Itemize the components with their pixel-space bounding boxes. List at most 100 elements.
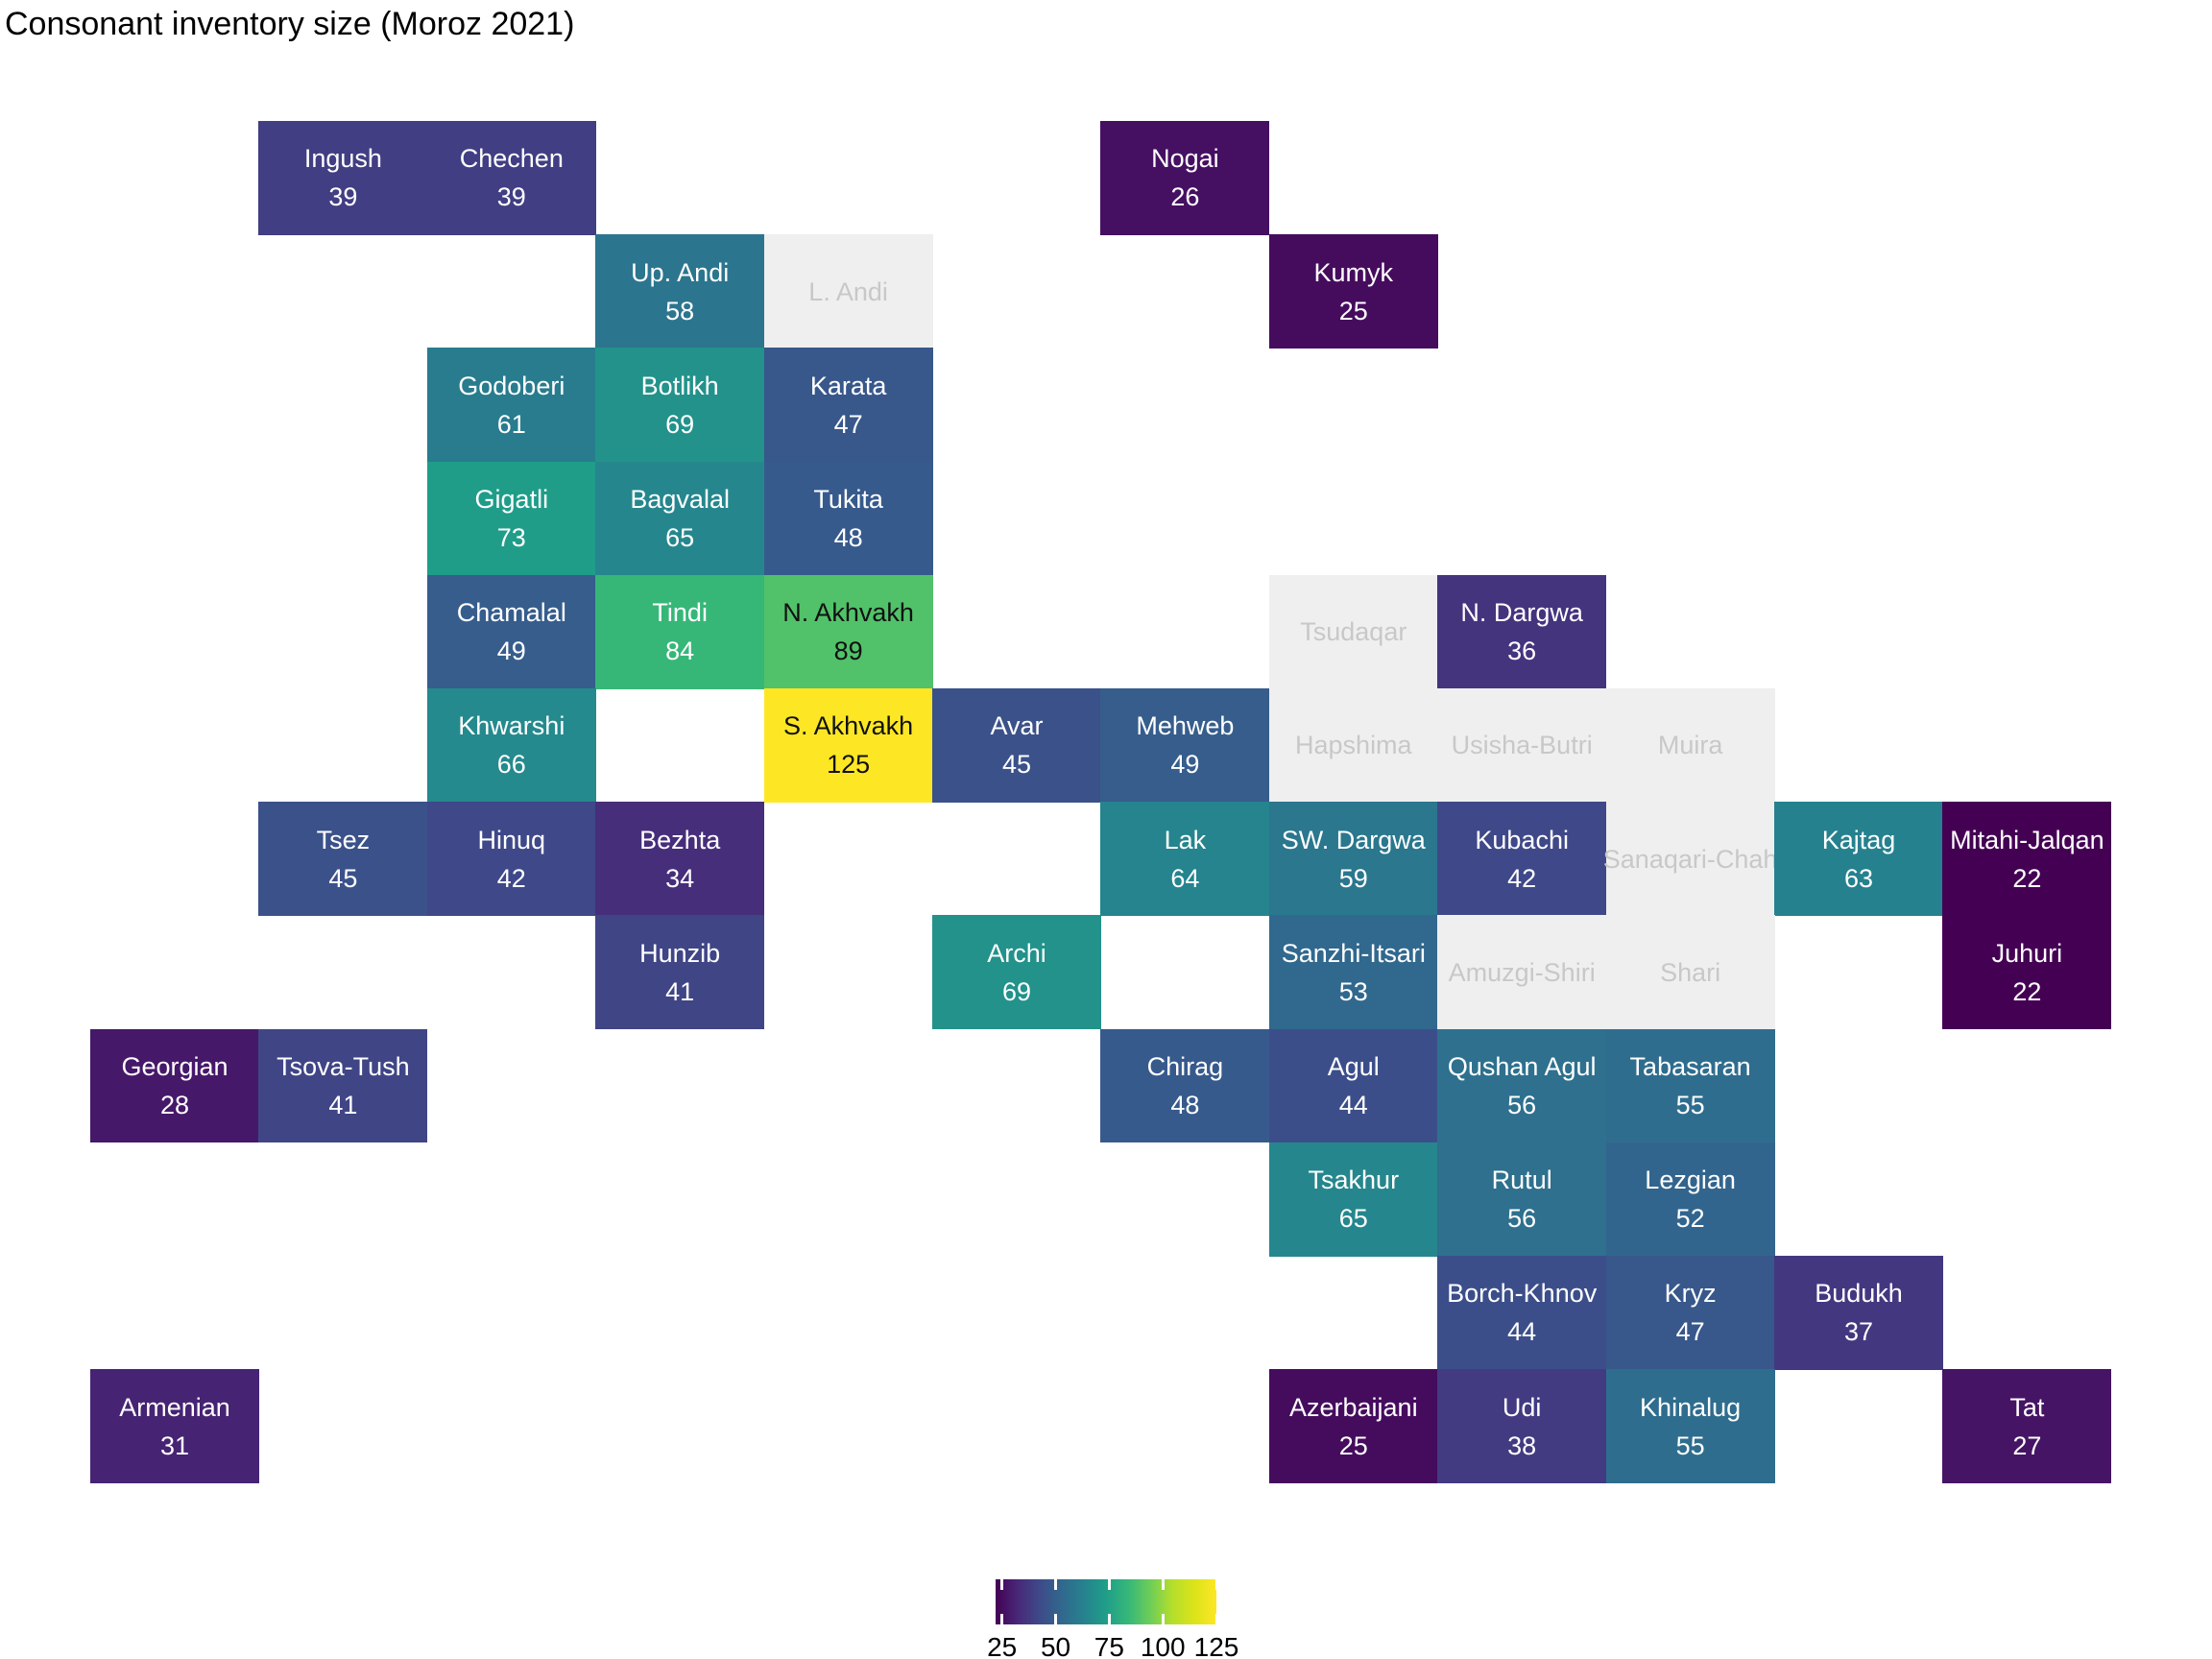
tile-language-label: Tsova-Tush [276,1051,410,1081]
tile-bagvalal: Bagvalal 65 [595,461,765,576]
tile-value-label: 39 [328,182,358,212]
tile-language-label: Lezgian [1645,1166,1736,1195]
legend-tick [1107,1614,1111,1624]
legend-tick [1214,1579,1218,1590]
legend-tick-label: 100 [1140,1632,1186,1659]
tile-value-label: 49 [1170,750,1200,780]
tile-language-label: Juhuri [1991,938,2063,968]
tile-language-label: N. Dargwa [1460,598,1583,628]
tile-lak: Lak 64 [1100,802,1270,916]
tile-value-label: 55 [1675,1090,1705,1119]
tile-language-label: Budukh [1815,1279,1903,1309]
tile-value-label: 61 [496,409,526,439]
tile-hinuq: Hinuq 42 [426,802,596,916]
tile-qushan-agul: Qushan Agul 56 [1437,1028,1607,1143]
tile-l-andi: L. Andi [763,234,933,349]
tile-usisha-butri: Usisha-Butri [1437,688,1607,803]
tile-archi: Archi 69 [932,915,1101,1030]
tile-language-label: Bagvalal [630,484,730,514]
tile-language-label: Gigatli [474,484,549,514]
tile-language-label: Avar [990,711,1044,741]
tile-value-label: 48 [1170,1090,1200,1119]
tile-value-label: 38 [1507,1431,1537,1460]
legend-tick-label: 75 [1094,1632,1124,1659]
tile-value-label: 41 [665,976,695,1006]
tile-botlikh: Botlikh 69 [595,348,765,463]
legend-tick-label: 25 [987,1632,1018,1659]
tile-value-label: 26 [1170,182,1200,212]
tile-language-label: Udi [1502,1392,1542,1422]
tile-azerbaijani: Azerbaijani 25 [1268,1369,1438,1483]
tile-s-akhvakh: S. Akhvakh 125 [763,688,933,803]
tile-value-label: 49 [496,637,526,666]
chart-title: Consonant inventory size (Moroz 2021) [5,6,575,42]
tile-amuzgi-shiri: Amuzgi-Shiri [1437,915,1607,1030]
tile-language-label: Amuzgi-Shiri [1448,957,1596,987]
tile-language-label: Hunzib [639,938,721,968]
tile-borch-khnov: Borch-Khnov 44 [1437,1256,1607,1370]
tile-language-label: Karata [809,371,887,400]
tile-kryz: Kryz 47 [1605,1256,1775,1370]
tile-value-label: 125 [827,750,871,780]
tile-language-label: Rutul [1491,1166,1552,1195]
tile-language-label: Nogai [1151,144,1219,174]
tile-value-label: 64 [1170,863,1200,893]
tile-value-label: 41 [328,1090,358,1119]
tile-value-label: 69 [1001,976,1032,1006]
tile-up-andi: Up. Andi 58 [595,234,765,349]
tile-agul: Agul 44 [1268,1028,1438,1143]
tile-value-label: 37 [1843,1317,1874,1347]
tile-lezgian: Lezgian 52 [1605,1142,1775,1257]
legend-tick-label: 50 [1040,1632,1071,1659]
tile-value-label: 25 [1338,296,1368,325]
tile-chirag: Chirag 48 [1100,1028,1270,1143]
tile-language-label: Tsakhur [1308,1166,1400,1195]
tile-value-label: 56 [1507,1204,1537,1234]
tile-georgian: Georgian 28 [90,1028,259,1143]
tile-value-label: 48 [833,522,863,552]
tile-language-label: Archi [987,938,1046,968]
tile-value-label: 47 [833,409,863,439]
tile-value-label: 42 [496,863,526,893]
tile-value-label: 22 [2012,863,2042,893]
tile-tsova-tush: Tsova-Tush 41 [258,1028,428,1143]
tile-language-label: Mitahi-Jalqan [1950,825,2104,854]
tile-tindi: Tindi 84 [595,574,765,689]
tile-rutul: Rutul 56 [1437,1142,1607,1257]
tile-language-label: Tukita [813,484,883,514]
tile-language-label: Hapshima [1295,731,1412,760]
tile-chamalal: Chamalal 49 [426,574,596,689]
tile-sanzhi-itsari: Sanzhi-Itsari 53 [1268,915,1438,1030]
tile-avar: Avar 45 [932,688,1101,803]
tile-value-label: 65 [1338,1204,1368,1234]
tile-n-dargwa: N. Dargwa 36 [1437,574,1607,689]
tile-language-label: N. Akhvakh [782,598,914,628]
tile-kubachi: Kubachi 42 [1437,802,1607,916]
legend-tick [1000,1614,1004,1624]
tile-language-label: Azerbaijani [1289,1392,1418,1422]
tile-language-label: Usisha-Butri [1451,731,1593,760]
tile-language-label: Chechen [459,144,564,174]
tile-value-label: 55 [1675,1431,1705,1460]
tile-mitahi-jalqan: Mitahi-Jalqan 22 [1942,802,2112,916]
tile-value-label: 47 [1675,1317,1705,1347]
tile-language-label: Shari [1660,957,1721,987]
tile-value-label: 31 [159,1431,190,1460]
tile-value-label: 28 [159,1090,190,1119]
tile-language-label: Kryz [1664,1279,1717,1309]
tile-language-label: Up. Andi [631,257,730,287]
tile-value-label: 25 [1338,1431,1368,1460]
tile-language-label: L. Andi [808,276,888,306]
legend-tick [1161,1579,1165,1590]
tile-value-label: 73 [496,522,526,552]
legend-tick [1107,1579,1111,1590]
tile-value-label: 44 [1338,1090,1368,1119]
tile-value-label: 39 [496,182,526,212]
tile-language-label: Tat [2009,1392,2045,1422]
tile-language-label: Agul [1327,1051,1380,1081]
tile-tsakhur: Tsakhur 65 [1268,1142,1438,1257]
tile-mehweb: Mehweb 49 [1100,688,1270,803]
tile-language-label: Qushan Agul [1447,1051,1597,1081]
tile-budukh: Budukh 37 [1774,1256,1943,1370]
